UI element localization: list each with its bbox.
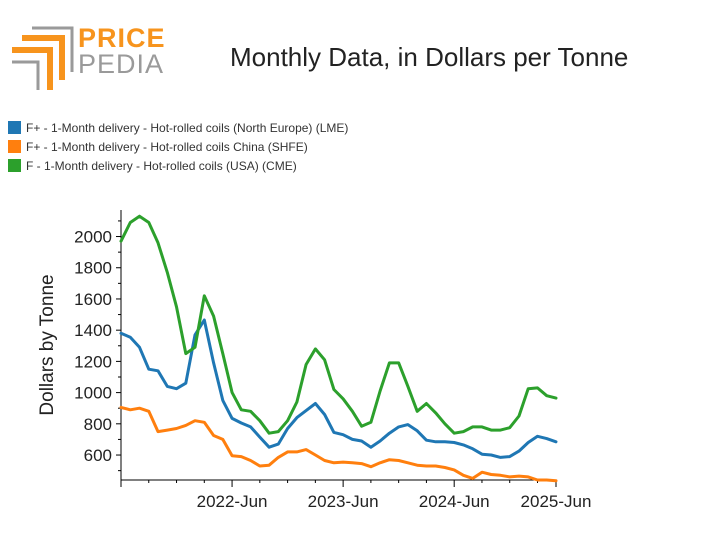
x-tick-label-2025-Jun: 2025-Jun	[521, 492, 592, 511]
legend-item-shfe[interactable]: F+ - 1-Month delivery - Hot-rolled coils…	[8, 137, 348, 156]
legend-label-cme: F - 1-Month delivery - Hot-rolled coils …	[26, 158, 297, 173]
y-tick-label-2000: 2000	[74, 228, 112, 247]
series-line-shfe	[119, 405, 558, 483]
y-tick-label-1000: 1000	[74, 384, 112, 403]
series-line-lme	[119, 318, 558, 459]
legend-swatch-cme	[8, 159, 21, 172]
y-tick-label-1800: 1800	[74, 259, 112, 278]
y-tick-label-1200: 1200	[74, 352, 112, 371]
y-tick-label-600: 600	[84, 446, 112, 465]
x-tick-label-2024-Jun: 2024-Jun	[419, 492, 490, 511]
pricepedia-logo[interactable]: PRICE PEDIA	[8, 22, 168, 94]
x-tick-label-2022-Jun: 2022-Jun	[197, 492, 268, 511]
logo-word-price: PRICE	[78, 23, 166, 53]
legend-swatch-shfe	[8, 140, 21, 153]
y-tick-label-800: 800	[84, 415, 112, 434]
y-axis-label: Dollars by Tonne	[37, 274, 58, 415]
y-tick-label-1600: 1600	[74, 290, 112, 309]
legend-item-cme[interactable]: F - 1-Month delivery - Hot-rolled coils …	[8, 156, 348, 175]
x-tick-label-2023-Jun: 2023-Jun	[308, 492, 379, 511]
logo-word-pedia: PEDIA	[78, 49, 165, 79]
series-line-cme	[119, 214, 558, 435]
legend-label-lme: F+ - 1-Month delivery - Hot-rolled coils…	[26, 120, 349, 135]
chart-title: Monthly Data, in Dollars per Tonne	[230, 42, 629, 72]
y-tick-label-1400: 1400	[74, 321, 112, 340]
legend-item-lme[interactable]: F+ - 1-Month delivery - Hot-rolled coils…	[8, 118, 348, 137]
logo-mark-icon	[12, 26, 74, 90]
legend-label-shfe: F+ - 1-Month delivery - Hot-rolled coils…	[26, 139, 308, 154]
chart-legend: F+ - 1-Month delivery - Hot-rolled coils…	[8, 118, 348, 175]
legend-swatch-lme	[8, 121, 21, 134]
